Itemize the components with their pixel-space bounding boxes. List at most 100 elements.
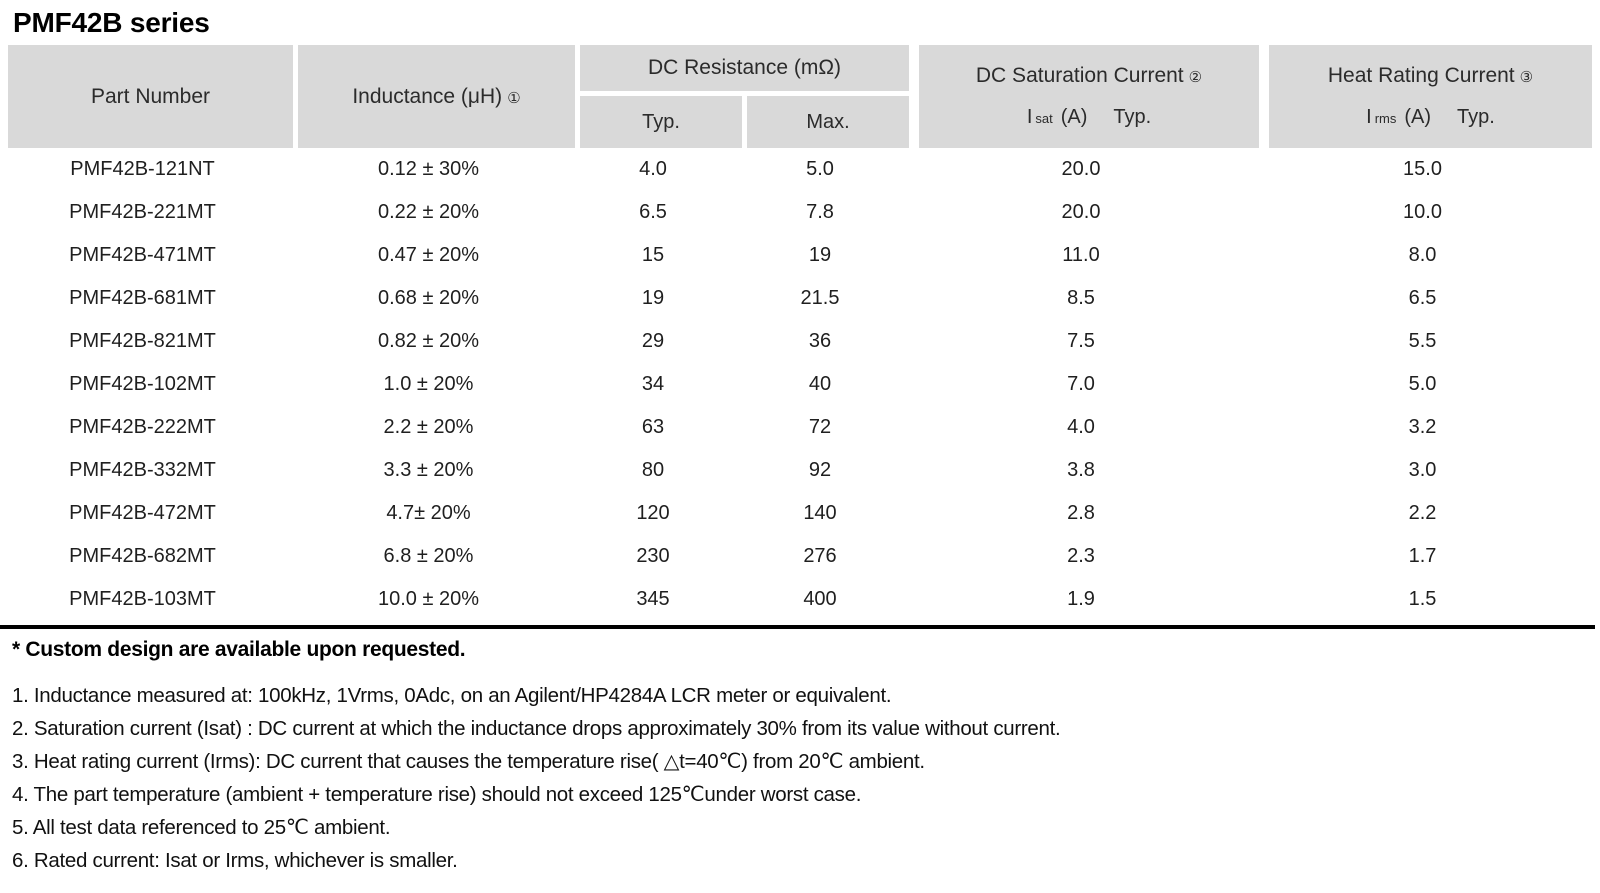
header-heat-label: Heat Rating Current ③ (1327, 63, 1534, 87)
table-row: PMF42B-821MT 0.82 ± 20% 29 36 7.5 5.5 (0, 320, 1600, 363)
cell-part-number: PMF42B-682MT (69, 545, 216, 567)
table-row: PMF42B-102MT 1.0 ± 20% 34 40 7.0 5.0 (0, 363, 1600, 406)
cell-part-number: PMF42B-471MT (69, 244, 216, 266)
cell-part-number: PMF42B-102MT (69, 373, 216, 395)
cell-irms: 6.5 (1408, 287, 1437, 309)
cell-isat: 7.5 (1067, 330, 1095, 352)
cell-inductance: 1.0 ± 20% (383, 373, 474, 395)
cell-dcr-typ: 29 (641, 330, 665, 352)
table-row: PMF42B-472MT 4.7± 20% 120 140 2.8 2.2 (0, 492, 1600, 535)
cell-part-number: PMF42B-472MT (69, 502, 216, 524)
header-dcr-typ: Typ. (580, 96, 742, 148)
cell-dcr-typ: 63 (641, 416, 665, 438)
cell-dcr-max: 36 (808, 330, 832, 352)
cell-dcr-max: 21.5 (800, 287, 840, 309)
cell-irms: 3.2 (1408, 416, 1437, 438)
header-inductance: Inductance (μH) ① (298, 45, 575, 148)
cell-isat: 8.5 (1067, 287, 1095, 309)
spec-table-body: PMF42B-121NT 0.12 ± 30% 4.0 5.0 20.0 15.… (0, 148, 1600, 621)
cell-part-number: PMF42B-222MT (69, 416, 216, 438)
cell-dcr-typ: 80 (641, 459, 665, 481)
header-dcr-max: Max. (747, 96, 909, 148)
cell-irms: 1.7 (1408, 545, 1437, 567)
spec-table-header: Part Number Inductance (μH) ① DC Resistan… (8, 45, 1592, 148)
cell-dcr-typ: 15 (641, 244, 665, 266)
cell-irms: 5.0 (1408, 373, 1437, 395)
cell-dcr-typ: 230 (636, 545, 670, 567)
table-row: PMF42B-471MT 0.47 ± 20% 15 19 11.0 8.0 (0, 234, 1600, 277)
header-saturation-label: DC Saturation Current ② (975, 63, 1203, 87)
cell-isat: 2.8 (1067, 502, 1095, 524)
cell-isat: 7.0 (1067, 373, 1095, 395)
footnote-3: 3. Heat rating current (Irms): DC curren… (12, 750, 925, 773)
cell-dcr-max: 5.0 (806, 158, 834, 180)
cell-dcr-typ: 345 (636, 588, 670, 610)
custom-design-note: * Custom design are available upon reque… (12, 638, 466, 661)
cell-inductance: 10.0 ± 20% (377, 588, 480, 610)
table-row: PMF42B-332MT 3.3 ± 20% 80 92 3.8 3.0 (0, 449, 1600, 492)
cell-isat: 4.0 (1067, 416, 1095, 438)
cell-part-number: PMF42B-121NT (70, 158, 215, 180)
cell-inductance: 0.22 ± 20% (377, 201, 480, 223)
cell-isat: 1.9 (1067, 588, 1095, 610)
cell-inductance: 3.3 ± 20% (383, 459, 474, 481)
cell-inductance: 0.47 ± 20% (377, 244, 480, 266)
cell-part-number: PMF42B-332MT (69, 459, 216, 481)
footnote-5: 5. All test data referenced to 25℃ ambie… (12, 816, 391, 839)
cell-dcr-typ: 120 (636, 502, 670, 524)
cell-inductance: 6.8 ± 20% (383, 545, 474, 567)
page-title: PMF42B series (13, 7, 210, 38)
cell-inductance: 0.82 ± 20% (377, 330, 480, 352)
cell-part-number: PMF42B-221MT (69, 201, 216, 223)
cell-irms: 1.5 (1408, 588, 1437, 610)
footnote-1: 1. Inductance measured at: 100kHz, 1Vrms… (12, 684, 892, 707)
cell-isat: 20.0 (1061, 158, 1101, 180)
footnotes-section: * Custom design are available upon reque… (0, 638, 1600, 877)
cell-dcr-typ: 4.0 (639, 158, 667, 180)
table-row: PMF42B-221MT 0.22 ± 20% 6.5 7.8 20.0 10.… (0, 191, 1600, 234)
cell-irms: 8.0 (1408, 244, 1437, 266)
table-row: PMF42B-121NT 0.12 ± 30% 4.0 5.0 20.0 15.… (0, 148, 1600, 191)
cell-isat: 2.3 (1067, 545, 1095, 567)
cell-irms: 10.0 (1403, 201, 1442, 223)
cell-irms: 2.2 (1408, 502, 1437, 524)
footnote-6: 6. Rated current: Isat or Irms, whicheve… (12, 849, 458, 872)
header-inductance-label: Inductance (μH) ① (352, 84, 521, 108)
header-dc-resistance: DC Resistance (mΩ) (580, 45, 909, 91)
cell-isat: 3.8 (1067, 459, 1095, 481)
table-row: PMF42B-222MT 2.2 ± 20% 63 72 4.0 3.2 (0, 406, 1600, 449)
cell-irms: 3.0 (1408, 459, 1437, 481)
footnote-2: 2. Saturation current (Isat) : DC curren… (12, 717, 1061, 740)
cell-dcr-max: 140 (803, 502, 837, 524)
cell-part-number: PMF42B-821MT (69, 330, 216, 352)
cell-inductance: 0.12 ± 30% (377, 158, 480, 180)
cell-dcr-max: 276 (803, 545, 837, 567)
cell-dcr-max: 400 (803, 588, 837, 610)
cell-part-number: PMF42B-681MT (69, 287, 216, 309)
cell-dcr-typ: 19 (641, 287, 665, 309)
cell-dcr-max: 72 (808, 416, 832, 438)
footnote-4: 4. The part temperature (ambient + tempe… (12, 783, 862, 806)
cell-dcr-max: 19 (808, 244, 832, 266)
cell-irms: 15.0 (1403, 158, 1442, 180)
table-row: PMF42B-103MT 10.0 ± 20% 345 400 1.9 1.5 (0, 578, 1600, 621)
cell-dcr-typ: 6.5 (639, 201, 667, 223)
cell-inductance: 4.7± 20% (386, 502, 471, 524)
cell-inductance: 2.2 ± 20% (383, 416, 474, 438)
cell-part-number: PMF42B-103MT (69, 588, 216, 610)
header-part-number: Part Number (8, 45, 293, 148)
cell-dcr-max: 40 (808, 373, 832, 395)
cell-dcr-max: 7.8 (806, 201, 834, 223)
table-row: PMF42B-682MT 6.8 ± 20% 230 276 2.3 1.7 (0, 535, 1600, 578)
table-row: PMF42B-681MT 0.68 ± 20% 19 21.5 8.5 6.5 (0, 277, 1600, 320)
cell-isat: 20.0 (1061, 201, 1101, 223)
table-bottom-rule (0, 625, 1595, 629)
cell-isat: 11.0 (1062, 244, 1100, 266)
cell-dcr-typ: 34 (641, 373, 665, 395)
cell-inductance: 0.68 ± 20% (377, 287, 480, 309)
